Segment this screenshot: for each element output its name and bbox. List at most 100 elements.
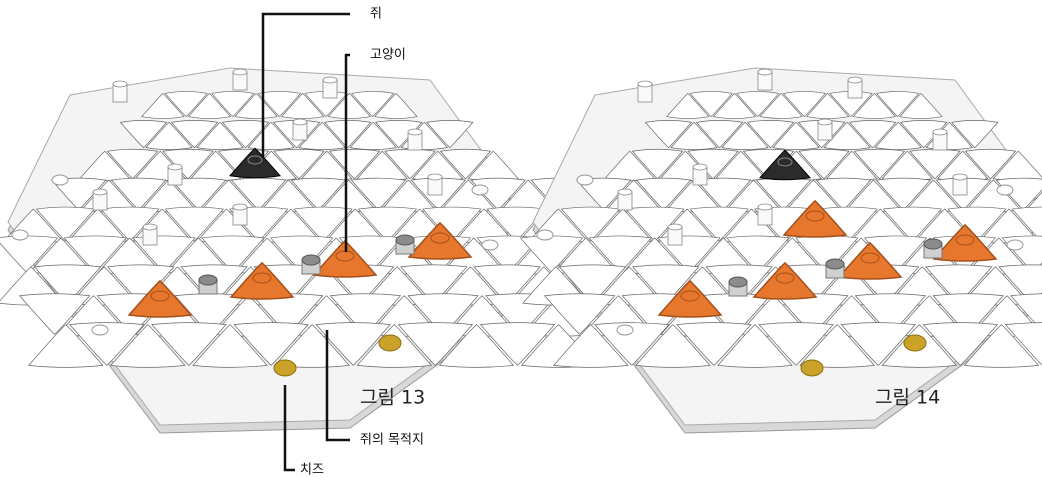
cell — [145, 121, 193, 150]
cell — [315, 322, 391, 366]
cell — [28, 324, 104, 368]
leader-line — [325, 330, 350, 442]
cell — [18, 293, 91, 335]
cell — [964, 148, 1017, 180]
gray-peg-top — [301, 254, 321, 266]
cell — [170, 177, 227, 211]
gray-peg-top — [728, 276, 748, 288]
cell — [221, 120, 270, 149]
cell — [51, 177, 107, 211]
cell — [759, 92, 803, 119]
cell — [327, 92, 371, 119]
cell — [736, 91, 780, 118]
cell — [925, 264, 993, 304]
hole — [481, 239, 499, 251]
cell — [553, 324, 629, 368]
cat-center — [860, 252, 880, 264]
cell — [932, 293, 1004, 335]
peg-top — [167, 163, 183, 171]
cell — [170, 120, 219, 149]
cell — [100, 206, 160, 242]
cheese — [273, 359, 297, 377]
cell — [329, 293, 402, 335]
leader-line — [261, 12, 350, 158]
cheese — [800, 359, 824, 377]
hole — [1006, 239, 1024, 251]
cell — [439, 148, 492, 180]
cell — [806, 92, 850, 119]
cell — [823, 121, 871, 150]
cell — [666, 92, 710, 119]
gray-peg-top — [923, 238, 943, 250]
caption: 그림 14 — [875, 387, 940, 409]
cell — [69, 322, 145, 366]
cell — [164, 91, 208, 118]
cat-center — [955, 234, 975, 246]
cell — [33, 264, 102, 304]
leaders — [261, 12, 350, 472]
cell — [560, 206, 621, 242]
cell — [758, 322, 834, 366]
cell — [726, 235, 790, 273]
cell — [397, 322, 474, 366]
cat-piece — [837, 241, 903, 280]
caption: 그림 13 — [360, 387, 425, 409]
cell — [35, 206, 96, 242]
cell — [374, 92, 418, 119]
cell — [721, 121, 769, 150]
cat-piece — [229, 261, 295, 300]
leader-line — [344, 53, 350, 252]
cell — [357, 206, 418, 242]
cat-piece — [312, 239, 378, 278]
cell — [782, 91, 827, 118]
cell — [63, 235, 127, 273]
cat-center — [680, 290, 700, 302]
peg-top — [232, 68, 248, 76]
cell — [875, 177, 932, 211]
cell — [899, 92, 943, 119]
mouse-center — [777, 157, 793, 167]
cell — [853, 148, 906, 180]
peg-top — [817, 118, 833, 126]
cell — [400, 264, 468, 304]
cell — [951, 120, 999, 149]
cell — [874, 121, 922, 150]
cell — [196, 121, 244, 150]
peg-top — [142, 223, 158, 231]
cell — [281, 92, 325, 119]
cell — [588, 235, 652, 273]
cell — [798, 148, 850, 180]
hole — [11, 229, 29, 241]
hole — [576, 174, 594, 186]
cell — [625, 206, 685, 242]
mouse-center — [247, 155, 263, 165]
cell — [695, 120, 744, 149]
cell — [670, 121, 718, 150]
cell — [746, 120, 795, 149]
cheese — [903, 334, 927, 352]
peg-top — [292, 118, 308, 126]
cell — [1011, 206, 1042, 242]
hole — [91, 324, 109, 336]
peg-top — [757, 203, 773, 211]
cell — [349, 121, 397, 150]
cat-piece — [782, 199, 848, 238]
hole — [471, 184, 489, 196]
cell — [695, 177, 752, 211]
peg-top — [427, 173, 443, 181]
cell — [717, 324, 793, 368]
cell — [644, 120, 693, 149]
peg-top — [757, 68, 773, 76]
cell — [187, 92, 232, 119]
gray-peg-top — [825, 258, 845, 270]
cell — [922, 322, 999, 366]
cheese — [378, 334, 402, 352]
cell — [110, 324, 186, 368]
cat-piece — [407, 221, 473, 260]
cell — [211, 91, 255, 118]
cell — [233, 322, 309, 366]
cell — [350, 91, 395, 118]
cell — [273, 148, 325, 180]
cell — [632, 264, 700, 304]
